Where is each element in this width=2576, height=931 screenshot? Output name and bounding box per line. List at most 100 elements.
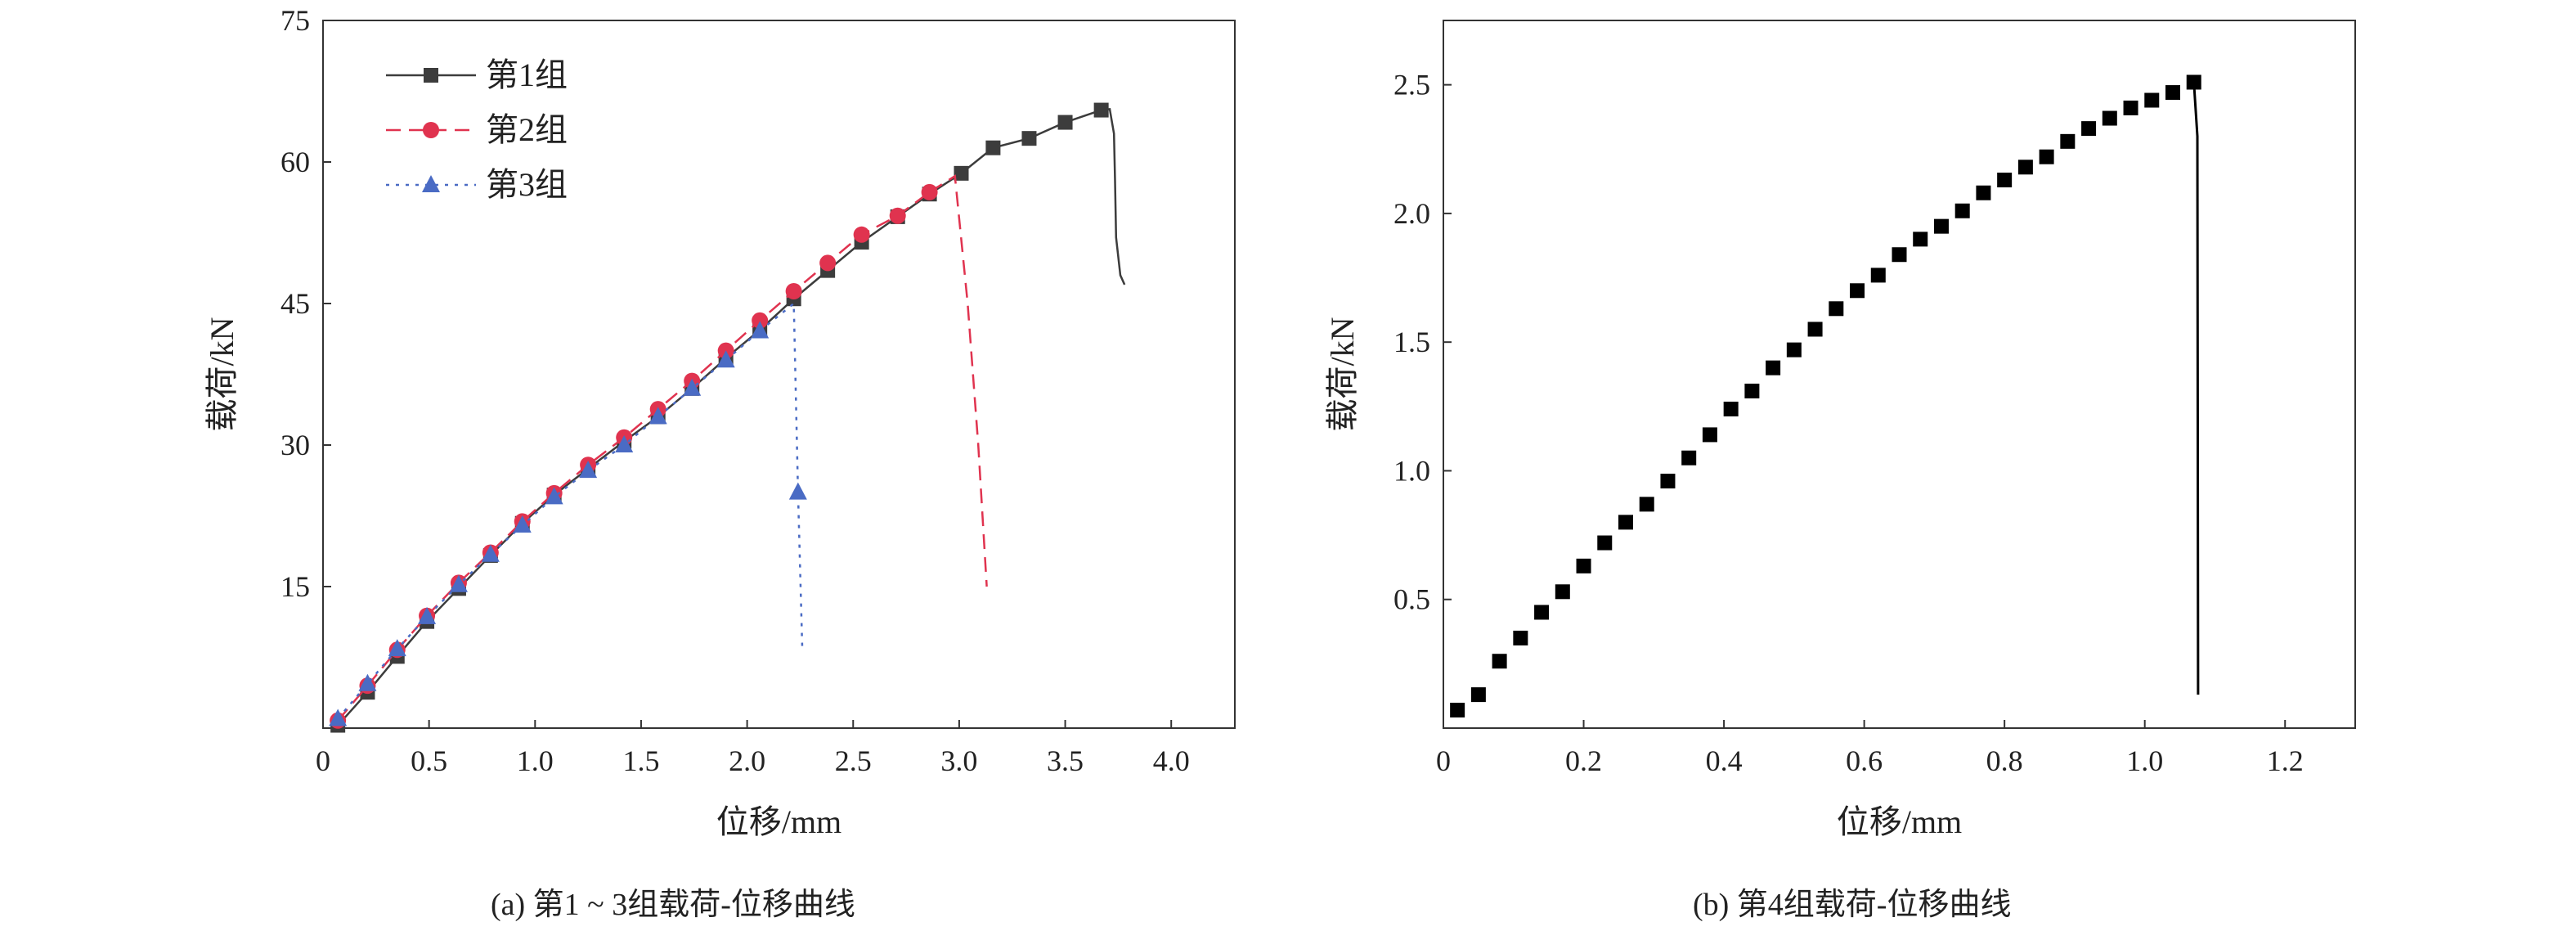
chart-a-legend-marker-3: [422, 175, 440, 192]
chart-b-series-1-point: [1660, 474, 1676, 489]
chart-a-series-3-point: [545, 487, 563, 505]
chart-a-series-1: [330, 102, 1126, 733]
chart-b-x-tick-label: 0.2: [1565, 744, 1602, 777]
chart-a-series-2-failure-curve: [928, 174, 988, 587]
chart-a-series-2-line: [337, 191, 931, 722]
chart-b-series-1-point: [1976, 185, 1991, 200]
chart-b-series-1-point: [1470, 687, 1486, 703]
chart-b-series-1-point: [1786, 342, 1802, 358]
chart-a-series-1-point: [954, 165, 969, 181]
chart-a-y-tick-label: 30: [280, 429, 310, 461]
chart-a-legend-label-3: 第3组: [486, 166, 568, 203]
chart-a-legend-marker-1: [424, 68, 438, 83]
chart-b-y-tick-label: 2.5: [1393, 69, 1430, 101]
chart-b-x-tick-label: 0.6: [1846, 744, 1883, 777]
chart-b-series-1-point: [1870, 268, 1886, 283]
chart-b-series-1-point: [2060, 133, 2076, 149]
chart-b-x-tick-label: 0: [1436, 744, 1451, 777]
chart-b-x-tick-label: 0.8: [1986, 744, 2023, 777]
chart-b-series-1-point: [1829, 301, 1844, 317]
chart-b-series-1-point: [1681, 450, 1697, 466]
chart-a-legend-label-2: 第2组: [486, 111, 568, 148]
chart-a-series-1-failure-curve: [1101, 108, 1126, 286]
chart-a-x-tick-label: 0: [316, 744, 330, 777]
chart-b-series-1-point: [2081, 121, 2097, 137]
chart-b-x-axis-label: 位移/mm: [1837, 803, 1962, 840]
chart-b-y-tick-label: 1.0: [1393, 454, 1430, 487]
chart-a-x-tick-label: 2.5: [835, 744, 872, 777]
chart-b-series-1-point: [1555, 584, 1570, 600]
chart-a-y-tick-label: 15: [280, 570, 310, 603]
chart-a-load-displacement-groups-1-3: 0 0.5 1.0 1.5 2.0 2.5 3.0 3.5 4.0 15 30 45 60 75 位移/mm…: [204, 4, 1236, 840]
chart-b-series-1-point: [1744, 383, 1760, 398]
chart-a-y-tick-label: 60: [280, 146, 310, 178]
chart-a-x-tick-label: 3.5: [1047, 744, 1084, 777]
chart-a-series-3-point: [388, 639, 406, 657]
chart-b-series-1-point: [1850, 283, 1865, 299]
chart-b-series-1-point: [1492, 654, 1507, 669]
chart-a-series-3-point: [615, 435, 634, 452]
chart-a-series-1-point: [1057, 115, 1073, 130]
chart-a-y-axis-label: 载荷/kN: [204, 317, 240, 432]
caption-b: (b) 第4组载荷-位移曲线: [1693, 888, 2012, 922]
chart-a-x-axis-label: 位移/mm: [716, 803, 841, 840]
chart-b-x-tick-label: 1.0: [2126, 744, 2163, 777]
chart-a-series-1-point: [1021, 131, 1037, 146]
chart-b-series-1-point: [1534, 605, 1550, 620]
chart-b-series-1-point: [2017, 160, 2033, 175]
chart-b-series-1-point: [1766, 360, 1781, 376]
chart-a-series-3-point: [329, 708, 348, 726]
chart-a-series-2-point: [819, 254, 837, 272]
chart-b-series-1-failure-drop: [2192, 82, 2200, 695]
chart-b-series-1-point: [1997, 173, 2013, 188]
chart-b-series-1-point: [1513, 630, 1528, 645]
chart-b-series-1-point: [1702, 427, 1717, 443]
chart-b-series-1-point: [1954, 203, 1970, 218]
chart-a-y-tick-label: 45: [280, 287, 310, 320]
chart-b-series-1-point: [1618, 515, 1633, 530]
chart-b-series-1-point: [1597, 535, 1613, 551]
chart-a-x-tick-label: 0.5: [411, 744, 447, 777]
chart-a-series-3-point: [449, 574, 468, 592]
chart-a-x-tick-label: 1.0: [517, 744, 554, 777]
chart-a-series-1-point: [1093, 102, 1109, 118]
chart-a-series-3-point: [579, 461, 598, 479]
chart-a-x-tick-label: 4.0: [1153, 744, 1190, 777]
chart-a-series-3-point: [751, 321, 770, 339]
chart-a-series-3-point: [648, 407, 667, 425]
chart-a-x-tick-label: 1.5: [622, 744, 659, 777]
chart-a-series-2-point: [752, 312, 769, 329]
chart-b-series-1-point: [1933, 218, 1949, 234]
chart-a-series-2-point: [785, 283, 802, 300]
caption-a: (a) 第1 ~ 3组载荷-位移曲线: [491, 888, 855, 922]
chart-b-plot-frame: [1443, 20, 2356, 729]
chart-a-series-3-point: [513, 515, 532, 533]
chart-a-x-tick-label: 2.0: [729, 744, 765, 777]
chart-b-load-displacement-group-4: 0 0.2 0.4 0.6 0.8 1.0 1.2 0.5 1.0 1.5 2.0 2.5 位移/mm 载…: [1324, 20, 2356, 840]
chart-b-series-1-point: [2144, 92, 2160, 108]
chart-a-series-2-point: [921, 183, 938, 200]
chart-a-series-3-point: [358, 673, 377, 691]
chart-a-series-1-line: [337, 109, 1102, 726]
chart-a-plot-frame: [322, 20, 1236, 729]
chart-b-series-1-point: [2165, 85, 2180, 101]
chart-b-y-tick-label: 1.5: [1393, 326, 1430, 358]
chart-a-series-3-point: [683, 378, 702, 396]
chart-a-series-3-line: [337, 330, 761, 720]
chart-a-series-3-failure-curve: [759, 301, 804, 649]
chart-b-series-1-point: [2039, 149, 2054, 164]
chart-a-series-3-point: [418, 606, 437, 624]
chart-a-series-3: [329, 301, 807, 726]
chart-a-legend-label-1: 第1组: [486, 56, 568, 93]
chart-a-series-2-point: [889, 207, 906, 224]
chart-b-series-1-point: [1723, 401, 1739, 416]
chart-a-series-2-point: [853, 226, 870, 243]
chart-b-series-1-point: [2186, 74, 2201, 90]
chart-b-series-1-point: [1913, 232, 1928, 247]
chart-b-series-1-point: [1639, 497, 1654, 512]
chart-b-y-tick-label: 0.5: [1393, 583, 1430, 616]
chart-a-series-1-point: [985, 140, 1001, 155]
chart-b-series-1-point: [2102, 110, 2117, 126]
